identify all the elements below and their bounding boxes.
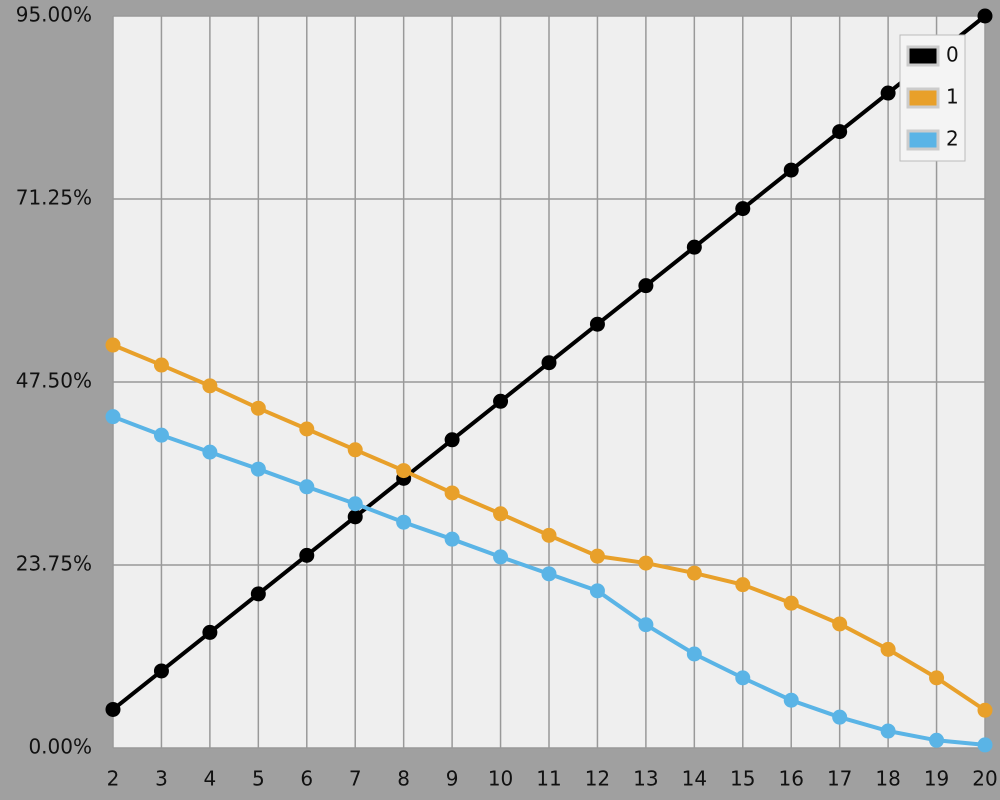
data-point <box>832 616 848 632</box>
x-tick-label: 19 <box>924 767 949 791</box>
data-point <box>686 565 702 581</box>
legend-swatch <box>906 87 940 109</box>
legend-label: 0 <box>946 43 959 67</box>
data-point <box>396 514 412 530</box>
data-point <box>202 378 218 394</box>
data-point <box>783 162 799 178</box>
y-tick-label: 0.00% <box>28 735 92 759</box>
y-tick-label: 23.75% <box>16 552 92 576</box>
data-point <box>880 723 896 739</box>
legend-label: 2 <box>946 127 959 151</box>
legend-label: 1 <box>946 85 959 109</box>
x-tick-label: 20 <box>972 767 997 791</box>
data-point <box>299 479 315 495</box>
data-point <box>832 709 848 725</box>
x-tick-label: 7 <box>349 767 362 791</box>
data-point <box>347 509 363 525</box>
data-point <box>299 547 315 563</box>
data-point <box>250 586 266 602</box>
data-point <box>977 702 993 718</box>
data-point <box>929 670 945 686</box>
data-point <box>541 527 557 543</box>
data-point <box>735 201 751 217</box>
data-point <box>589 316 605 332</box>
x-tick-label: 10 <box>488 767 513 791</box>
x-tick-label: 9 <box>446 767 459 791</box>
data-point <box>105 409 121 425</box>
data-point <box>153 663 169 679</box>
data-point <box>783 692 799 708</box>
data-point <box>396 463 412 479</box>
data-point <box>444 531 460 547</box>
data-point <box>686 646 702 662</box>
x-tick-label: 17 <box>827 767 852 791</box>
data-point <box>153 427 169 443</box>
data-point <box>541 355 557 371</box>
data-point <box>105 701 121 717</box>
data-point <box>299 421 315 437</box>
data-point <box>686 239 702 255</box>
data-point <box>783 595 799 611</box>
x-tick-label: 5 <box>252 767 265 791</box>
x-tick-label: 13 <box>633 767 658 791</box>
data-point <box>202 624 218 640</box>
data-point <box>929 732 945 748</box>
data-point <box>638 555 654 571</box>
y-tick-label: 95.00% <box>16 3 92 27</box>
data-point <box>977 737 993 753</box>
x-tick-label: 4 <box>204 767 217 791</box>
data-point <box>638 278 654 294</box>
data-point <box>880 641 896 657</box>
data-point <box>638 617 654 633</box>
x-tick-label: 15 <box>730 767 755 791</box>
x-tick-label: 16 <box>778 767 803 791</box>
data-point <box>493 549 509 565</box>
data-point <box>735 670 751 686</box>
data-point <box>880 85 896 101</box>
y-tick-label: 71.25% <box>16 186 92 210</box>
data-point <box>105 337 121 353</box>
data-point <box>250 461 266 477</box>
data-point <box>977 8 993 24</box>
data-point <box>589 548 605 564</box>
x-tick-label: 3 <box>155 767 168 791</box>
data-point <box>444 485 460 501</box>
data-point <box>832 124 848 140</box>
data-point <box>735 577 751 593</box>
data-point <box>347 496 363 512</box>
y-tick-label: 47.50% <box>16 369 92 393</box>
data-point <box>541 566 557 582</box>
data-point <box>202 444 218 460</box>
data-point <box>250 400 266 416</box>
x-tick-label: 18 <box>875 767 900 791</box>
x-tick-label: 8 <box>397 767 410 791</box>
x-tick-label: 6 <box>300 767 313 791</box>
data-point <box>444 432 460 448</box>
data-point <box>153 357 169 373</box>
x-tick-label: 11 <box>536 767 561 791</box>
data-point <box>347 442 363 458</box>
x-tick-label: 12 <box>585 767 610 791</box>
x-tick-label: 14 <box>682 767 707 791</box>
data-point <box>493 393 509 409</box>
x-tick-label: 2 <box>107 767 120 791</box>
legend-swatch <box>906 45 940 67</box>
legend-swatch <box>906 129 940 151</box>
data-point <box>493 506 509 522</box>
data-point <box>589 583 605 599</box>
